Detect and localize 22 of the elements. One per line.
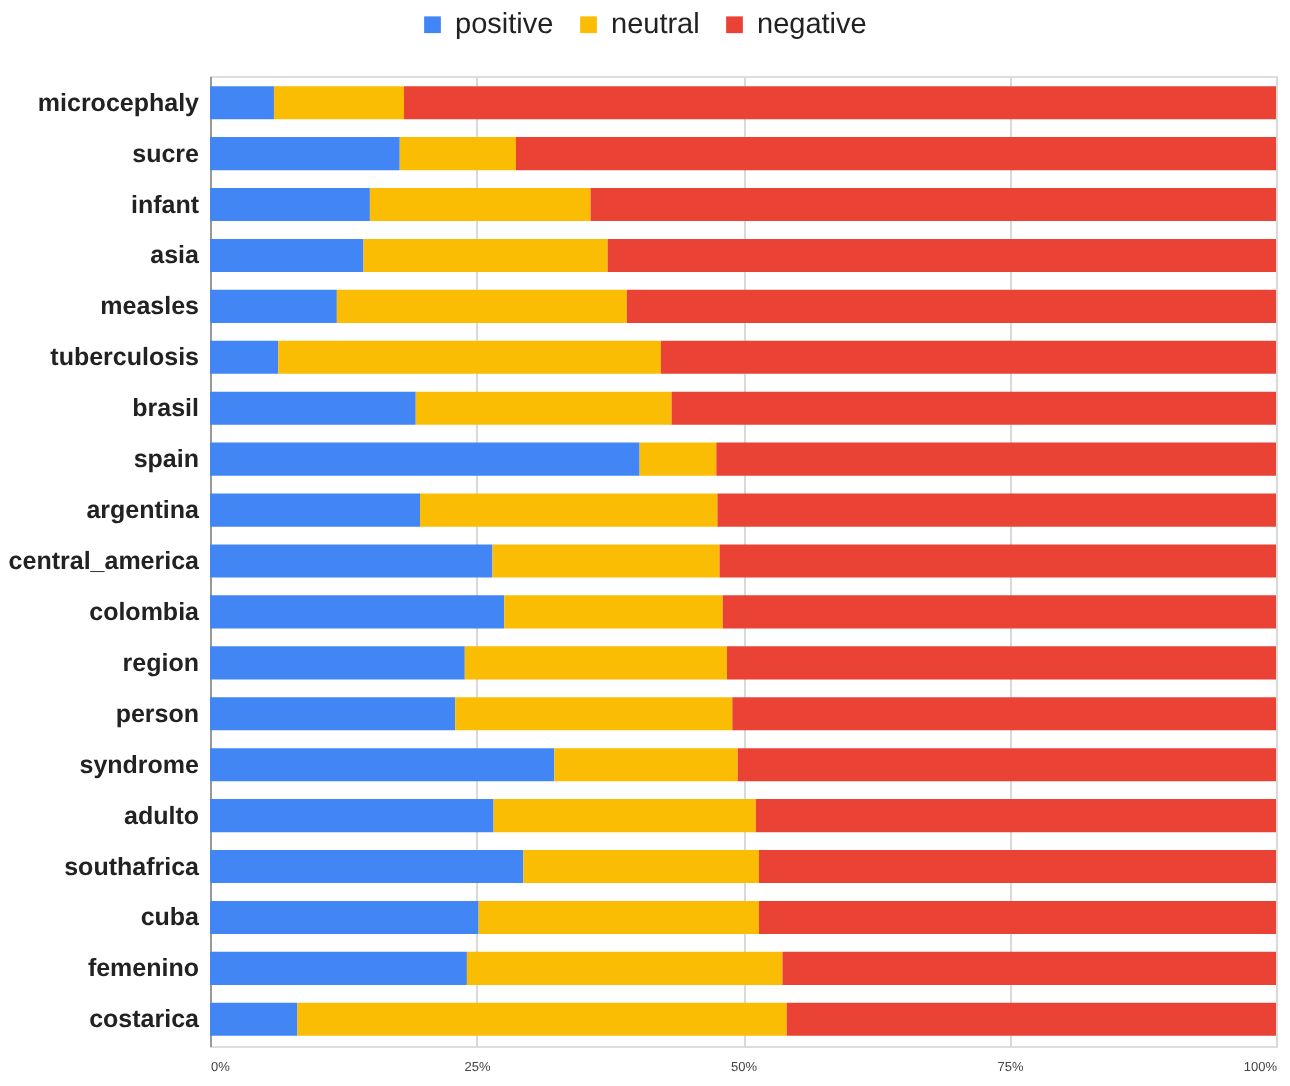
y-tick-label: spain	[133, 445, 199, 474]
legend-label: positive	[455, 8, 554, 41]
y-tick-label: sucre	[132, 139, 200, 168]
y-tick-label: central_america	[8, 547, 202, 575]
y-tick-label: measles	[100, 292, 200, 321]
y-tick-label: syndrome	[79, 750, 200, 779]
y-tick-label: adulto	[124, 801, 200, 830]
legend-label: negative	[757, 8, 867, 41]
legend-label: neutral	[611, 8, 700, 41]
y-tick-label: tuberculosis	[50, 343, 200, 372]
y-tick-label: costarica	[89, 1005, 202, 1034]
y-tick-label: femenino	[87, 954, 200, 983]
y-tick-label: southafrica	[64, 852, 202, 881]
y-tick-label: cuba	[140, 903, 202, 932]
y-tick-label: brasil	[132, 394, 199, 423]
y-tick-label: infant	[130, 190, 201, 219]
y-tick-label: colombia	[89, 597, 202, 626]
y-tick-label: microcephaly	[37, 88, 200, 117]
y-tick-label: region	[122, 648, 199, 677]
y-tick-label: person	[115, 699, 199, 728]
y-tick-label: asia	[150, 241, 202, 270]
y-tick-label: argentina	[86, 496, 202, 525]
